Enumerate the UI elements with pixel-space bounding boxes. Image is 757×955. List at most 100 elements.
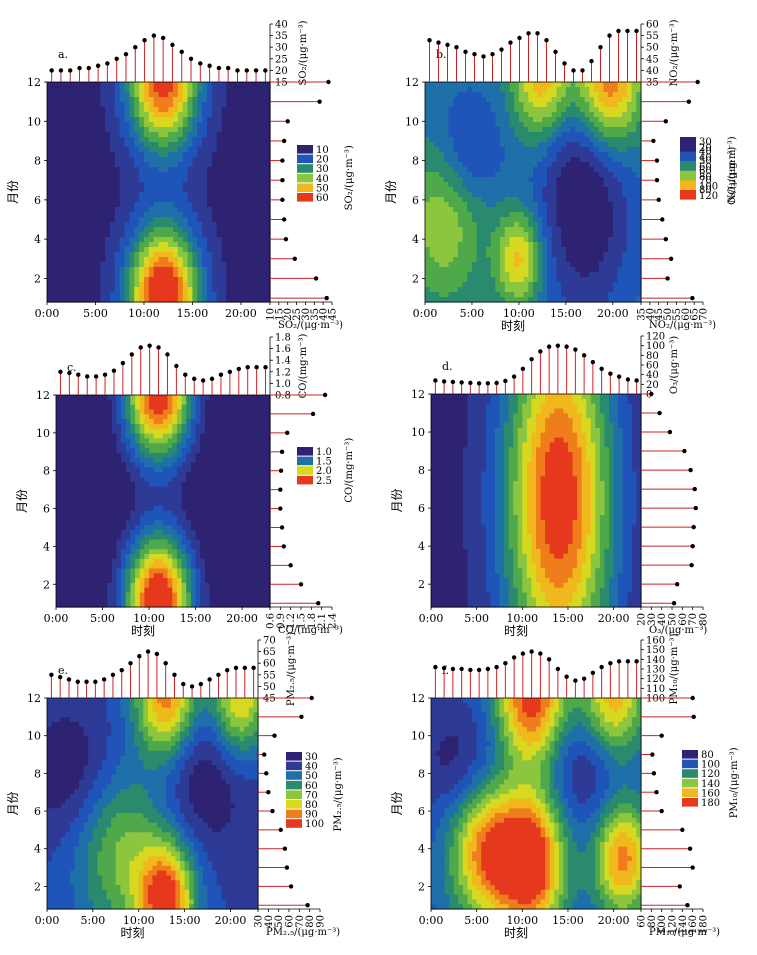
heatmap-cell: [575, 92, 581, 98]
heatmap-cell: [192, 287, 198, 293]
heatmap-cell: [570, 82, 576, 88]
heatmap-cell: [116, 395, 122, 401]
heatmap-cell: [90, 282, 97, 288]
heatmap-cell: [100, 182, 106, 188]
heatmap-cell: [60, 515, 66, 521]
heatmap-cell: [187, 257, 194, 263]
heatmap-cell: [197, 267, 203, 273]
heatmap-cell: [457, 137, 464, 143]
heatmap-cell: [467, 282, 473, 288]
heatmap-cell: [265, 147, 271, 153]
heatmap-cell: [561, 97, 567, 103]
heatmap-cell: [622, 152, 628, 158]
heatmap-cell: [187, 267, 194, 273]
heatmap-cell: [116, 520, 122, 526]
heatmap-cell: [561, 107, 567, 113]
heatmap-cell: [231, 287, 237, 293]
top-dot: [589, 58, 594, 64]
heatmap-cell: [443, 197, 450, 203]
heatmap-cell: [476, 192, 482, 198]
heatmap-cell: [231, 202, 237, 208]
heatmap-cell: [547, 207, 553, 213]
heatmap-cell: [111, 472, 118, 478]
heatmap-cell: [565, 262, 572, 268]
heatmap-cell: [245, 197, 252, 203]
heatmap-cell: [192, 92, 198, 98]
heatmap-cell: [565, 137, 572, 143]
heatmap-cell: [467, 227, 473, 233]
heatmap-cell: [110, 292, 116, 298]
heatmap-cell: [579, 152, 586, 158]
heatmap-cell: [608, 177, 614, 183]
heatmap-cell: [453, 287, 459, 293]
heatmap-cell: [626, 222, 633, 228]
heatmap-cell: [265, 137, 271, 143]
heatmap-cell: [97, 549, 104, 555]
heatmap-cell: [177, 262, 184, 268]
top-dot: [481, 54, 486, 59]
heatmap-cell: [265, 252, 271, 258]
heatmap-cell: [102, 592, 108, 598]
heatmap-cell: [148, 187, 155, 193]
heatmap-cell: [119, 117, 126, 123]
heatmap-cell: [598, 292, 605, 298]
heatmap-cell: [182, 267, 189, 273]
heatmap-cell: [490, 227, 497, 233]
heatmap-cell: [236, 142, 242, 148]
heatmap-cell: [425, 227, 431, 233]
right-dot: [326, 79, 331, 85]
heatmap-cell: [177, 197, 184, 203]
heatmap-cell: [116, 452, 122, 459]
heatmap-cell: [636, 292, 642, 298]
heatmap-cell: [71, 137, 77, 143]
heatmap-cell: [594, 257, 600, 263]
heatmap-cell: [533, 107, 539, 113]
heatmap-cell: [206, 242, 213, 248]
heatmap-cell: [523, 247, 529, 253]
heatmap-cell: [119, 242, 126, 248]
heatmap-cell: [88, 496, 94, 502]
heatmap-cell: [518, 82, 525, 88]
heatmap-cell: [509, 102, 515, 108]
heatmap-cell: [168, 137, 174, 143]
heatmap-cell: [105, 242, 111, 248]
heatmap-cell: [107, 592, 113, 598]
heatmap-cell: [260, 227, 266, 233]
heatmap-cell: [570, 207, 576, 213]
heatmap-cell: [221, 187, 227, 193]
heatmap-cell: [148, 232, 155, 238]
heatmap-cell: [533, 157, 539, 163]
heatmap-cell: [236, 137, 242, 143]
heatmap-cell: [90, 267, 97, 273]
heatmap-cell: [119, 222, 126, 228]
heatmap-cell: [245, 297, 252, 303]
heatmap-cell: [434, 262, 440, 268]
heatmap-cell: [168, 152, 174, 158]
heatmap-cell: [570, 112, 576, 118]
heatmap-cell: [116, 597, 122, 603]
heatmap-cell: [589, 107, 595, 113]
heatmap-cell: [518, 212, 525, 218]
heatmap-cell: [56, 505, 62, 512]
heatmap-cell: [65, 529, 71, 536]
heatmap-cell: [537, 242, 543, 248]
heatmap-cell: [216, 87, 223, 93]
heatmap-cell: [163, 92, 169, 98]
heatmap-cell: [116, 467, 122, 473]
heatmap-cell: [240, 272, 247, 278]
heatmap-cell: [425, 122, 431, 128]
heatmap-cell: [97, 515, 104, 521]
heatmap-cell: [226, 102, 232, 108]
heatmap-cell: [85, 242, 92, 248]
heatmap-cell: [121, 409, 127, 415]
heatmap-cell: [439, 142, 445, 148]
heatmap-cell: [565, 202, 572, 208]
heatmap-cell: [467, 147, 473, 153]
heatmap-cell: [617, 107, 623, 113]
heatmap-cell: [102, 433, 108, 439]
heatmap-cell: [598, 132, 605, 138]
heatmap-cell: [168, 277, 174, 283]
heatmap-cell: [80, 122, 87, 128]
heatmap-cell: [114, 217, 121, 223]
heatmap-cell: [76, 207, 82, 213]
